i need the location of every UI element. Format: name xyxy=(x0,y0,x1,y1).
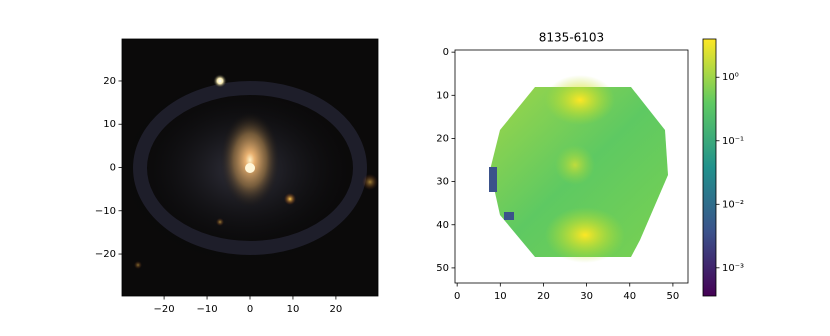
colorbar-tick-label: 10⁻² xyxy=(722,199,744,210)
y-tick-label: 10 xyxy=(436,90,449,101)
y-tick-label: 40 xyxy=(436,220,449,231)
panel-title: 8135-6103 xyxy=(539,31,604,45)
x-tick-label: 20 xyxy=(537,291,550,302)
y-tick-label: −20 xyxy=(95,249,116,260)
x-tick-label: −20 xyxy=(154,304,175,315)
colorbar-tick-label: 10⁻³ xyxy=(722,263,744,274)
colorbar xyxy=(703,39,716,296)
x-tick-label: 20 xyxy=(330,304,343,315)
x-tick-label: 40 xyxy=(623,291,636,302)
galaxy-image xyxy=(122,39,378,296)
y-tick-label: 20 xyxy=(103,76,116,87)
x-tick-label: 10 xyxy=(494,291,507,302)
x-tick-label: 30 xyxy=(580,291,593,302)
x-tick-label: 0 xyxy=(454,291,460,302)
x-tick-label: 10 xyxy=(287,304,300,315)
y-tick-label: 0 xyxy=(443,47,449,58)
y-tick-label: 20 xyxy=(436,133,449,144)
x-tick-label: −10 xyxy=(196,304,217,315)
velocity-map xyxy=(489,75,668,263)
y-tick-label: 10 xyxy=(103,119,116,130)
x-tick-label: 50 xyxy=(667,291,680,302)
y-tick-label: 30 xyxy=(436,177,449,188)
colorbar-tick-label: 10⁻¹ xyxy=(722,136,744,147)
y-tick-label: −10 xyxy=(95,206,116,217)
axes-frame xyxy=(454,49,689,284)
y-tick-label: 0 xyxy=(110,163,116,174)
x-tick-label: 0 xyxy=(247,304,253,315)
colorbar-frame xyxy=(702,38,717,297)
y-tick-label: 50 xyxy=(436,263,449,274)
colorbar-tick-label: 10⁰ xyxy=(722,72,739,83)
